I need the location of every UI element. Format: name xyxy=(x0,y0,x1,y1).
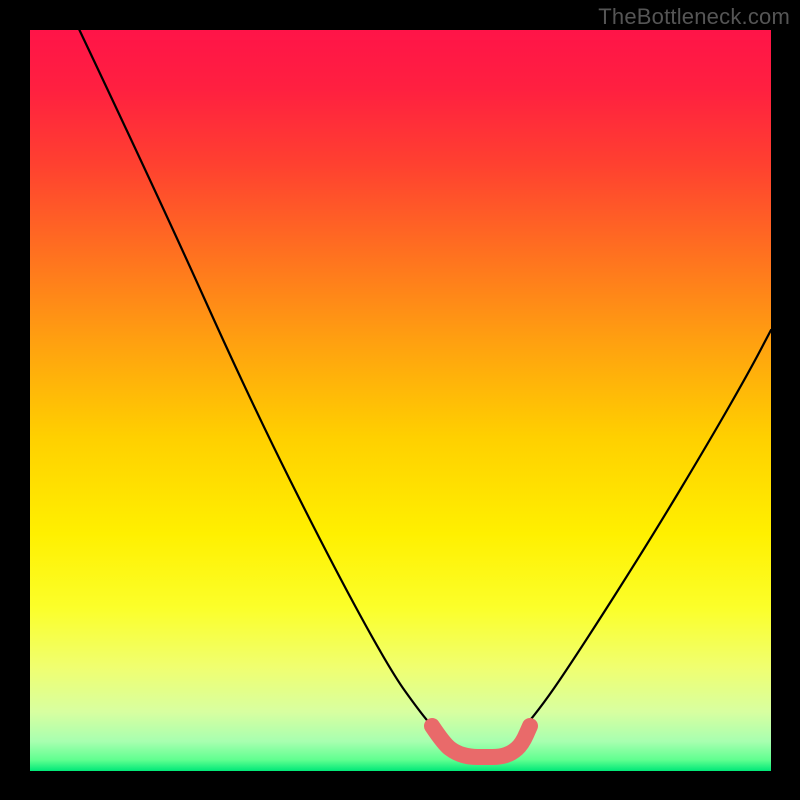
plot-background xyxy=(30,30,771,771)
chart-stage: TheBottleneck.com xyxy=(0,0,800,800)
watermark-text: TheBottleneck.com xyxy=(598,4,790,30)
chart-svg xyxy=(0,0,800,800)
